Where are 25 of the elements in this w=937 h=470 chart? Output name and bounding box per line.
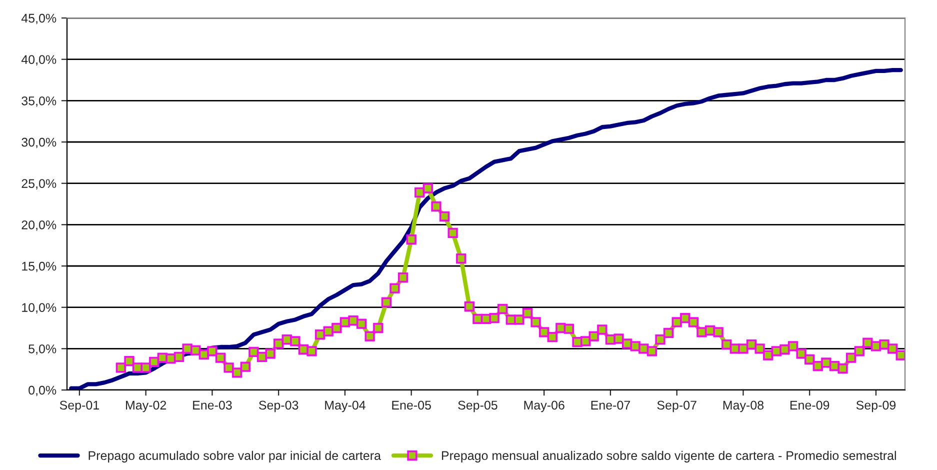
x-tick-label: May-08 xyxy=(723,400,764,412)
y-tick-label: 15,0% xyxy=(22,262,56,272)
x-tick-label: Ene-07 xyxy=(591,400,630,410)
legend-label: Prepago mensual anualizado sobre saldo vigente de cartera - Promedio semestral xyxy=(442,450,896,462)
y-tick-label: 0,0% xyxy=(28,386,56,396)
x-tick-label: Ene-09 xyxy=(790,400,830,410)
y-tick-label: 40,0% xyxy=(21,55,56,66)
x-tick-label: May-06 xyxy=(524,400,564,412)
y-tick-label: 35,0% xyxy=(22,96,56,107)
x-tick-label: Sep-01 xyxy=(60,400,99,412)
x-tick-label: Sep-09 xyxy=(856,400,896,412)
y-tick-label: 45,0% xyxy=(21,14,56,24)
x-tick-label: May-02 xyxy=(126,400,166,412)
y-tick-label: 20,0% xyxy=(22,220,56,231)
x-tick-label: Sep-05 xyxy=(458,400,498,412)
y-tick-label: 30,0% xyxy=(22,138,56,148)
x-tick-label: Ene-03 xyxy=(193,400,232,410)
y-tick-label: 10,0% xyxy=(22,303,56,314)
x-tick-label: Ene-05 xyxy=(392,400,431,410)
y-tick-label: 25,0% xyxy=(22,179,56,190)
legend-label: Prepago acumulado sobre valor par inicial de cartera xyxy=(88,450,381,462)
x-tick-label: Sep-03 xyxy=(258,400,298,412)
y-tick-label: 5,0% xyxy=(28,344,56,355)
x-tick-label: May-04 xyxy=(325,400,366,412)
x-tick-label: Sep-07 xyxy=(657,400,696,412)
